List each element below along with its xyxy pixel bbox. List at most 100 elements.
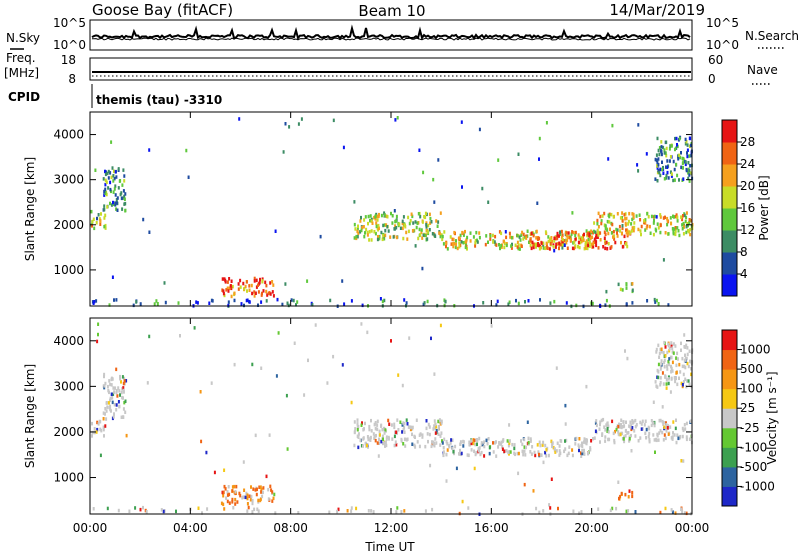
echo-cell — [498, 243, 500, 247]
echo-cell — [639, 436, 642, 440]
cpid-value: themis (tau) -3310 — [96, 93, 222, 107]
echo-cell — [356, 422, 359, 426]
echo-cell — [675, 146, 678, 150]
echo-cell — [532, 489, 535, 493]
echo-cell — [274, 229, 277, 233]
echo-cell — [231, 489, 234, 493]
echo-cell — [235, 484, 238, 489]
echo-cell — [560, 229, 563, 234]
echo-cell — [665, 140, 668, 144]
echo-cell — [605, 298, 608, 303]
echo-cell — [678, 376, 680, 380]
echo-cell — [564, 439, 566, 443]
echo-cell — [246, 509, 249, 513]
echo-cell — [227, 485, 230, 489]
echo-cell — [655, 438, 658, 443]
echo-cell — [478, 235, 481, 240]
echo-cell — [689, 136, 692, 141]
echo-cell — [648, 427, 651, 431]
echo-cell — [583, 437, 586, 441]
echo-cell — [655, 350, 658, 354]
echo-cell — [575, 436, 578, 441]
echo-cell — [571, 211, 574, 215]
echo-cell — [655, 215, 658, 219]
echo-cell — [665, 173, 668, 178]
echo-cell — [558, 453, 561, 457]
echo-cell — [226, 499, 229, 504]
echo-cell — [624, 492, 627, 497]
echo-cell — [671, 360, 674, 365]
echo-cell — [393, 425, 396, 430]
echo-cell — [119, 393, 121, 397]
colorbar-swatch — [722, 208, 737, 231]
echo-cell — [416, 221, 419, 225]
echo-cell — [666, 364, 668, 368]
echo-cell — [654, 227, 657, 232]
echo-cell — [415, 418, 418, 422]
echo-cell — [674, 229, 677, 233]
echo-cell — [451, 237, 454, 242]
echo-cell — [599, 238, 602, 242]
echo-cell — [428, 432, 431, 437]
echo-cell — [124, 209, 127, 213]
echo-cell — [483, 444, 486, 449]
echo-cell — [611, 123, 614, 128]
echo-cell — [619, 425, 622, 429]
echo-cell — [360, 228, 363, 233]
echo-cell — [661, 430, 664, 435]
echo-cell — [653, 214, 656, 219]
echo-cell — [455, 466, 458, 471]
echo-cell — [400, 437, 403, 442]
echo-cell — [93, 430, 96, 435]
echo-cell — [156, 302, 159, 306]
echo-cell — [376, 218, 379, 222]
echo-cell — [646, 299, 649, 303]
echo-cell — [359, 230, 362, 234]
echo-cell — [326, 381, 329, 385]
echo-cell — [558, 449, 561, 453]
echo-cell — [689, 419, 692, 423]
echo-cell — [424, 444, 427, 449]
echo-cell — [584, 245, 587, 249]
echo-cell — [135, 300, 138, 304]
echo-cell — [621, 226, 624, 231]
echo-cell — [221, 277, 224, 281]
echo-cell — [609, 227, 611, 231]
echo-cell — [571, 453, 574, 458]
echo-cell — [545, 241, 548, 246]
echo-cell — [429, 216, 432, 221]
echo-cell — [666, 367, 669, 371]
echo-cell — [608, 214, 611, 219]
echo-cell — [444, 299, 447, 304]
echo-cell — [426, 432, 429, 436]
echo-cell — [373, 215, 376, 220]
echo-cell — [246, 502, 249, 506]
echo-cell — [659, 223, 662, 227]
echo-cell — [606, 247, 609, 251]
echo-cell — [685, 140, 688, 144]
echo-cell — [596, 235, 599, 239]
echo-cell — [681, 227, 684, 231]
echo-cell — [631, 301, 634, 305]
echo-cell — [531, 445, 534, 449]
echo-cell — [364, 421, 366, 426]
echo-cell — [369, 435, 372, 440]
echo-cell — [600, 219, 603, 223]
echo-cell — [440, 431, 443, 435]
velocity-echoes — [91, 322, 694, 516]
echo-cell — [478, 446, 481, 450]
echo-cell — [538, 452, 540, 457]
echo-cell — [544, 443, 547, 448]
echo-cell — [445, 479, 448, 483]
echo-cell — [385, 437, 388, 441]
echo-cell — [526, 229, 529, 233]
echo-cell — [460, 451, 463, 456]
echo-cell — [373, 422, 376, 427]
colorbar-tick-label: 8 — [740, 245, 748, 259]
echo-cell — [115, 403, 118, 407]
echo-cell — [271, 499, 274, 503]
echo-cell — [105, 192, 108, 197]
echo-cell — [104, 187, 107, 192]
